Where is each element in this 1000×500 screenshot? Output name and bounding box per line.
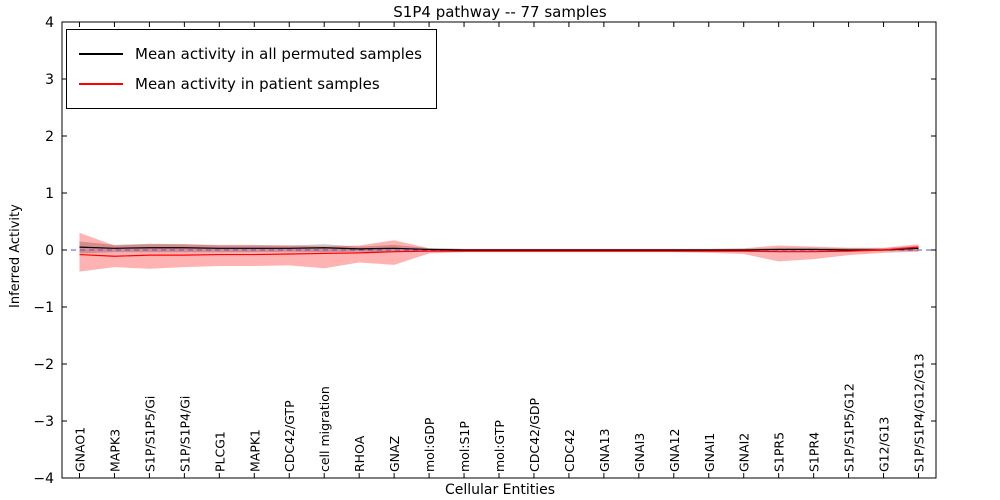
x-tick-label: mol:GDP: [422, 417, 437, 472]
x-tick-label: S1P/S1P4/G12/G13: [912, 353, 927, 472]
x-tick-label: CDC42: [562, 429, 577, 472]
x-tick-label: MAPK3: [107, 429, 122, 472]
x-tick-label: CDC42/GTP: [282, 400, 297, 472]
x-tick-label: GNAI2: [737, 433, 752, 472]
y-tick-label: 3: [45, 72, 54, 88]
x-tick-label: MAPK1: [247, 429, 262, 472]
x-tick-label: cell migration: [317, 386, 332, 472]
y-tick-label: −3: [33, 414, 54, 430]
x-tick-label: S1P/S1P5/Gi: [142, 396, 157, 472]
x-tick-label: S1P/S1P4/Gi: [177, 396, 192, 472]
legend-line-patient: [79, 83, 123, 85]
x-tick-label: PLCG1: [212, 431, 227, 472]
y-tick-label: −1: [33, 300, 54, 316]
legend-label-patient: Mean activity in patient samples: [135, 75, 380, 93]
legend-item-permuted: Mean activity in all permuted samples: [79, 39, 422, 69]
x-tick-label: GNAI1: [702, 433, 717, 472]
y-tick-label: 2: [45, 129, 54, 145]
x-tick-label: GNAZ: [387, 436, 402, 472]
x-tick-label: GNA13: [597, 429, 612, 473]
x-tick-label: mol:S1P: [457, 421, 472, 472]
legend-item-patient: Mean activity in patient samples: [79, 69, 422, 99]
legend-line-permuted: [79, 53, 123, 55]
x-tick-label: CDC42/GDP: [527, 397, 542, 472]
y-tick-label: −4: [33, 471, 54, 487]
x-tick-label: GNAI3: [632, 433, 647, 472]
series-line-0: [79, 246, 919, 251]
x-tick-label: S1PR4: [807, 432, 822, 472]
y-tick-label: 1: [45, 186, 54, 202]
x-axis-label: Cellular Entities: [444, 482, 556, 498]
series-line-1: [79, 246, 919, 257]
y-tick-label: 4: [45, 15, 54, 31]
x-tick-label: mol:GTP: [492, 420, 507, 472]
x-tick-label: RHOA: [352, 435, 367, 472]
chart-title: S1P4 pathway -- 77 samples: [393, 3, 607, 21]
x-tick-label: GNA12: [667, 429, 682, 473]
x-tick-label: G12/G13: [877, 417, 892, 472]
confidence-band-1: [79, 232, 919, 272]
y-tick-label: 0: [45, 243, 54, 259]
legend-label-permuted: Mean activity in all permuted samples: [135, 45, 422, 63]
y-tick-label: −2: [33, 357, 54, 373]
x-tick-label: S1P/S1P5/G12: [842, 383, 857, 472]
legend: Mean activity in all permuted samples Me…: [66, 29, 437, 109]
x-tick-label: GNAO1: [72, 427, 87, 472]
x-tick-label: S1PR5: [772, 432, 787, 472]
